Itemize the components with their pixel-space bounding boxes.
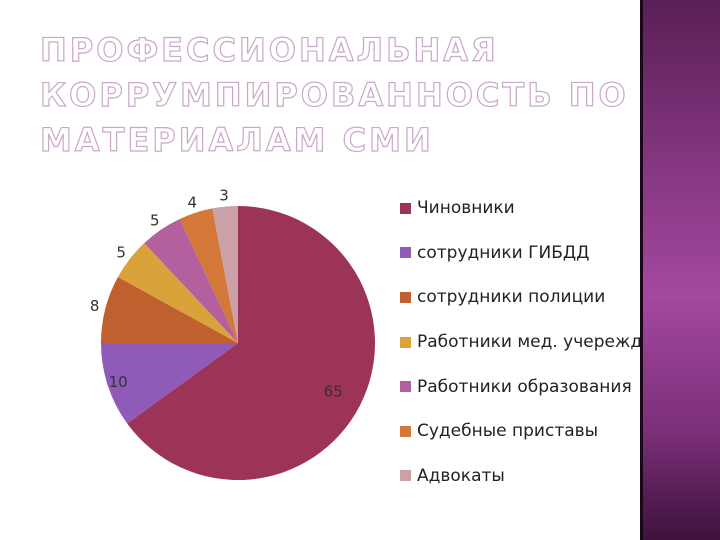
legend-item: сотрудники ГИБДД (400, 231, 700, 276)
legend-label: Работники мед. учереждений (417, 332, 686, 353)
slice-data-label: 65 (324, 383, 343, 401)
slide-title: ПРОФЕССИОНАЛЬНАЯ КОРРУМПИРОВАННОСТЬ ПО М… (39, 28, 629, 163)
legend-swatch (400, 381, 411, 393)
pie-slice (127, 206, 375, 481)
pie-slice (212, 206, 238, 343)
slice-data-label: 3 (219, 187, 229, 205)
slice-data-label: 10 (109, 373, 128, 391)
legend-swatch (400, 291, 411, 303)
pie-slice (144, 219, 238, 343)
legend-label: сотрудники полиции (417, 287, 606, 308)
legend-item: Судебные приставы (400, 409, 700, 454)
title-line-3: МАТЕРИАЛАМ СМИ (39, 120, 434, 159)
slice-data-label: 8 (90, 297, 100, 315)
title-line-2: КОРРУМПИРОВАННОСТЬ ПО (39, 75, 629, 114)
legend-label: сотрудники ГИБДД (417, 242, 590, 263)
legend-item: Адвокаты (400, 454, 700, 499)
legend-item: Работники мед. учереждений (400, 320, 700, 365)
slice-data-label: 5 (150, 212, 160, 230)
legend-label: Судебные приставы (417, 421, 599, 442)
legend-swatch (400, 425, 411, 437)
legend-item: Работники образования (400, 364, 700, 409)
legend-swatch (400, 247, 411, 259)
legend-swatch (400, 202, 411, 214)
pie-slice (117, 243, 238, 343)
legend-item: Чиновники (400, 186, 700, 231)
pie-slice (101, 276, 238, 343)
legend-item: сотрудники полиции (400, 275, 700, 320)
chart-legend: Чиновники сотрудники ГИБДД сотрудники поли… (400, 186, 700, 498)
pie-slice (179, 208, 238, 343)
slice-data-label: 5 (116, 243, 126, 261)
legend-swatch (400, 470, 411, 482)
legend-label: Чиновники (417, 198, 515, 219)
slice-data-label: 4 (188, 193, 198, 211)
title-line-1: ПРОФЕССИОНАЛЬНАЯ (39, 30, 499, 69)
legend-label: Работники образования (417, 376, 632, 397)
legend-label: Адвокаты (417, 465, 505, 486)
pie-chart: 65 10 8 5 5 4 3 (0, 160, 400, 520)
decorative-side-band (640, 0, 720, 540)
pie-chart-svg: 65 10 8 5 5 4 3 (90, 187, 375, 481)
legend-swatch (400, 336, 411, 348)
side-band-edge (640, 0, 643, 540)
pie-slice (101, 343, 238, 424)
